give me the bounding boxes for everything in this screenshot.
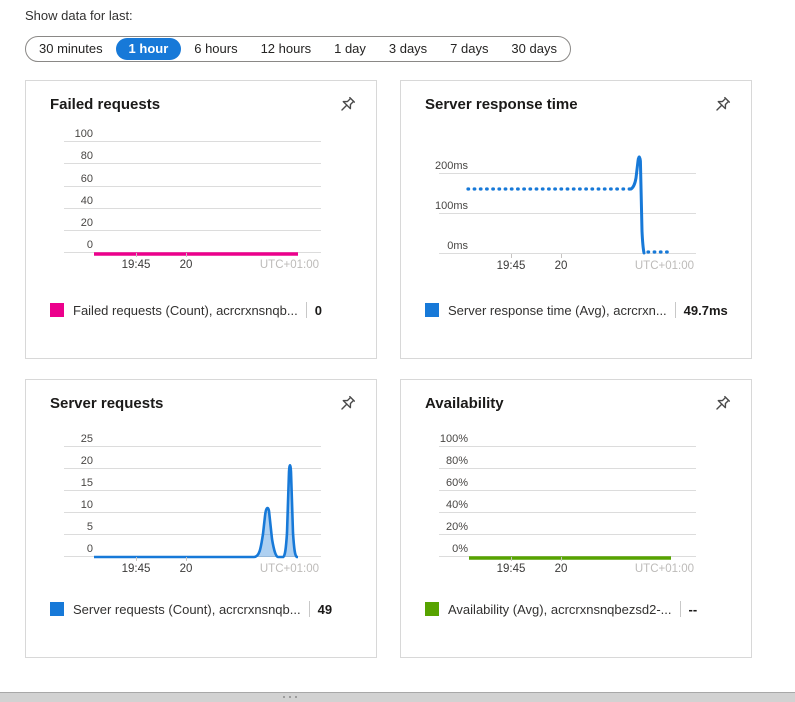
legend: Failed requests (Count), acrcrxnsnqb... … <box>50 302 322 318</box>
pin-icon <box>716 96 731 111</box>
server-response-time-line-chart <box>466 155 672 255</box>
y-axis-label: 40 <box>80 195 93 207</box>
pin-button[interactable] <box>332 391 360 419</box>
card-server-requests[interactable]: Server requests 25 20 15 10 5 0 19:45 20… <box>25 379 377 658</box>
pin-icon <box>716 395 731 410</box>
y-axis-label: 15 <box>80 477 93 489</box>
legend-label: Failed requests (Count), acrcrxnsnqb... <box>73 302 298 318</box>
y-axis-label: 20% <box>445 521 468 533</box>
card-title: Server response time <box>425 96 578 113</box>
pin-icon <box>341 395 356 410</box>
card-availability[interactable]: Availability 100% 80% 60% 40% 20% 0% 19:… <box>400 379 752 658</box>
time-range-option-30-days[interactable]: 30 days <box>501 37 567 61</box>
time-range-option-30-minutes[interactable]: 30 minutes <box>29 37 113 61</box>
legend-value: -- <box>688 601 698 617</box>
y-axis-label: 80% <box>445 455 468 467</box>
y-axis-label: 100ms <box>434 200 468 212</box>
time-range-option-1-day[interactable]: 1 day <box>324 37 376 61</box>
availability-line-chart <box>469 556 671 560</box>
x-axis-label: 20 <box>554 563 568 575</box>
y-axis-label: 200ms <box>434 160 468 172</box>
failed-requests-line-chart <box>94 252 298 256</box>
y-axis-label: 5 <box>86 521 93 533</box>
timezone-label: UTC+01:00 <box>634 260 694 272</box>
y-axis-label: 0 <box>86 543 93 555</box>
card-title: Failed requests <box>50 96 161 113</box>
y-axis-label: 20 <box>80 217 93 229</box>
server-requests-area-chart <box>94 463 299 559</box>
card-title: Server requests <box>50 395 164 412</box>
x-axis-label: 19:45 <box>496 563 526 575</box>
time-range-selector: 30 minutes 1 hour 6 hours 12 hours 1 day… <box>25 36 571 62</box>
legend-separator <box>308 601 310 617</box>
legend-separator <box>679 601 681 617</box>
card-title: Availability <box>425 395 504 412</box>
y-axis-label: 80 <box>80 150 93 162</box>
y-axis-label: 20 <box>80 455 93 467</box>
timezone-label: UTC+01:00 <box>259 563 319 575</box>
legend-label: Availability (Avg), acrcrxnsnqbezsd2-... <box>448 601 672 617</box>
pin-button[interactable] <box>332 92 360 120</box>
time-range-option-12-hours[interactable]: 12 hours <box>251 37 322 61</box>
time-range-option-3-days[interactable]: 3 days <box>379 37 437 61</box>
x-axis-label: 19:45 <box>496 260 526 272</box>
legend-value: 49.7ms <box>683 302 728 318</box>
x-axis-label: 20 <box>554 260 568 272</box>
y-axis-label: 0 <box>86 239 93 251</box>
legend-swatch <box>50 303 64 317</box>
card-server-response-time[interactable]: Server response time 200ms 100ms 0ms 19:… <box>400 80 752 359</box>
timezone-label: UTC+01:00 <box>634 563 694 575</box>
time-range-option-7-days[interactable]: 7 days <box>440 37 498 61</box>
legend-label: Server response time (Avg), acrcrxn... <box>448 302 667 318</box>
time-range-option-1-hour[interactable]: 1 hour <box>115 38 182 60</box>
legend: Server response time (Avg), acrcrxn... 4… <box>425 302 728 318</box>
y-axis-label: 10 <box>80 499 93 511</box>
x-axis-label: 20 <box>179 563 193 575</box>
legend-label: Server requests (Count), acrcrxnsnqb... <box>73 601 301 617</box>
legend-value: 49 <box>317 601 333 617</box>
legend-swatch <box>50 602 64 616</box>
card-failed-requests[interactable]: Failed requests 100 80 60 40 20 0 19:45 … <box>25 80 377 359</box>
pin-button[interactable] <box>707 92 735 120</box>
x-axis-label: 19:45 <box>121 563 151 575</box>
x-axis-label: 20 <box>179 259 193 271</box>
y-axis-label: 100 <box>74 128 93 140</box>
y-axis-label: 0ms <box>447 240 468 252</box>
y-axis-label: 25 <box>80 433 93 445</box>
y-axis-label: 60% <box>445 477 468 489</box>
legend-value: 0 <box>314 302 322 318</box>
legend-swatch <box>425 303 439 317</box>
legend-separator <box>305 302 307 318</box>
pin-button[interactable] <box>707 391 735 419</box>
x-axis-label: 19:45 <box>121 259 151 271</box>
time-range-option-6-hours[interactable]: 6 hours <box>184 37 247 61</box>
grip-dots-icon <box>283 696 297 698</box>
legend: Availability (Avg), acrcrxnsnqbezsd2-...… <box>425 601 697 617</box>
y-axis-label: 100% <box>439 433 468 445</box>
legend-separator <box>674 302 676 318</box>
legend-swatch <box>425 602 439 616</box>
y-axis-label: 0% <box>452 543 468 555</box>
y-axis-label: 40% <box>445 499 468 511</box>
legend: Server requests (Count), acrcrxnsnqb... … <box>50 601 332 617</box>
timezone-label: UTC+01:00 <box>259 259 319 271</box>
y-axis-label: 60 <box>80 173 93 185</box>
pin-icon <box>341 96 356 111</box>
show-data-label: Show data for last: <box>25 8 133 23</box>
horizontal-scrollbar[interactable] <box>0 692 795 702</box>
